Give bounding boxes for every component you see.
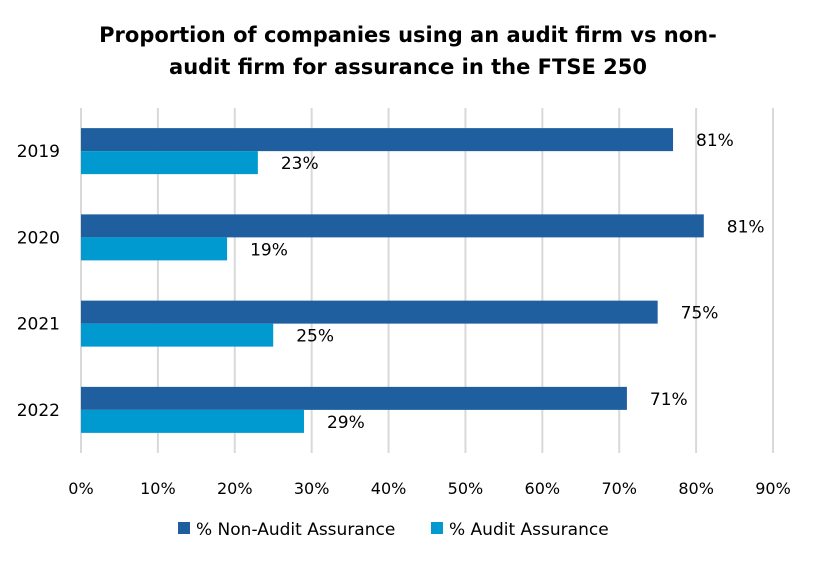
bars [81, 128, 704, 433]
x-tick-label: 0% [68, 479, 93, 498]
x-tick-label: 30% [294, 479, 330, 498]
bar-audit-2020 [81, 237, 228, 261]
data-label: 81% [727, 217, 765, 237]
category-axis: 2019 2020 2021 2022 [17, 142, 60, 421]
data-label: 29% [327, 413, 365, 433]
bar-audit-2022 [81, 409, 304, 433]
x-tick-label: 40% [371, 479, 407, 498]
data-label: 75% [681, 304, 719, 324]
y-category-label: 2019 [17, 142, 60, 162]
x-tick-label: 80% [678, 479, 714, 498]
data-label: 71% [650, 390, 688, 410]
x-tick-label: 10% [140, 479, 176, 498]
data-labels: 81% 23% 81% 19% 75% 25% 71% 29% [250, 131, 765, 433]
y-category-label: 2022 [17, 401, 60, 421]
y-category-label: 2020 [17, 228, 60, 248]
bar-audit-2021 [81, 323, 274, 347]
bar-non-audit-2021 [81, 300, 658, 324]
x-tick-label: 60% [525, 479, 561, 498]
x-tick-label: 50% [448, 479, 484, 498]
bar-non-audit-2022 [81, 386, 627, 410]
chart-title-line-1: Proportion of companies using an audit f… [99, 23, 717, 47]
x-tick-label: 90% [755, 479, 791, 498]
legend: % Non-Audit Assurance % Audit Assurance [178, 520, 609, 540]
value-axis: 0% 10% 20% 30% 40% 50% 60% 70% 80% 90% [68, 479, 790, 498]
legend-swatch [178, 522, 190, 534]
y-category-label: 2021 [17, 315, 60, 335]
legend-label: % Audit Assurance [449, 520, 609, 540]
data-label: 25% [296, 327, 334, 347]
data-label: 19% [250, 240, 288, 260]
legend-swatch [431, 522, 443, 534]
legend-label: % Non-Audit Assurance [196, 520, 395, 540]
x-tick-label: 20% [217, 479, 253, 498]
chart-title-line-2: audit firm for assurance in the FTSE 250 [169, 55, 647, 79]
bar-audit-2019 [81, 151, 258, 175]
x-tick-label: 70% [601, 479, 637, 498]
data-label: 23% [281, 154, 319, 174]
bar-non-audit-2019 [81, 128, 674, 152]
bar-non-audit-2020 [81, 214, 704, 238]
data-label: 81% [696, 131, 734, 151]
